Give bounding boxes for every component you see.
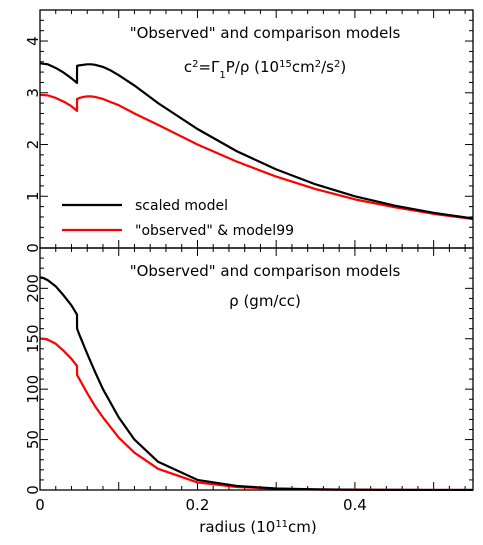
top-title-line1: "Observed" and comparison models [130, 24, 401, 42]
bottom-title-line1: "Observed" and comparison models [130, 262, 401, 280]
y-tick-label: 150 [24, 324, 42, 353]
x-axis-label: radius (1011cm) [199, 518, 317, 536]
y-tick-label: 100 [24, 375, 42, 404]
top-y-ticks: 0 1 2 3 4 [24, 19, 473, 253]
bottom-plot-area: 0 0.2 0.4 0 50 100 150 200 [24, 248, 474, 514]
x-tick-label: 0.4 [343, 496, 367, 514]
y-tick-label: 0 [24, 243, 42, 253]
y-tick-label: 4 [24, 36, 42, 46]
series-line-observed-model99 [39, 93, 474, 221]
top-title-line2: c2=Γ1P/ρ (1015cm2/s2) [184, 58, 346, 81]
top-plot-area: 0 1 2 3 4 [24, 10, 474, 253]
legend: scaled model "observed" & model99 [62, 198, 294, 239]
bottom-y-ticks: 0 50 100 150 200 [24, 257, 473, 495]
x-tick-label: 0.2 [186, 496, 210, 514]
y-tick-label: 1 [24, 191, 42, 201]
bottom-title-line2: ρ (gm/cc) [229, 292, 301, 310]
top-plot-frame [39, 9, 474, 249]
y-tick-label: 0 [24, 485, 42, 495]
series-line-scaled-model [39, 62, 474, 220]
y-tick-label: 200 [24, 274, 42, 303]
legend-label-observed-model99: "observed" & model99 [135, 223, 294, 239]
y-tick-label: 50 [24, 430, 42, 449]
bottom-x-ticks: 0 0.2 0.4 [35, 248, 466, 514]
y-tick-label: 3 [24, 88, 42, 98]
bottom-panel: 0 0.2 0.4 0 50 100 150 200 "Observed" and comp… [24, 247, 474, 536]
y-tick-label: 2 [24, 140, 42, 150]
bottom-plot-frame [39, 247, 474, 491]
top-panel: 0 1 2 3 4 "Observed" and comparison models c… [24, 9, 474, 253]
legend-label-scaled-model: scaled model [135, 198, 228, 214]
x-tick-label: 0 [35, 496, 45, 514]
series-line-observed-model99 [40, 337, 474, 492]
top-x-ticks [55, 10, 466, 248]
top-series-lines [39, 62, 474, 221]
